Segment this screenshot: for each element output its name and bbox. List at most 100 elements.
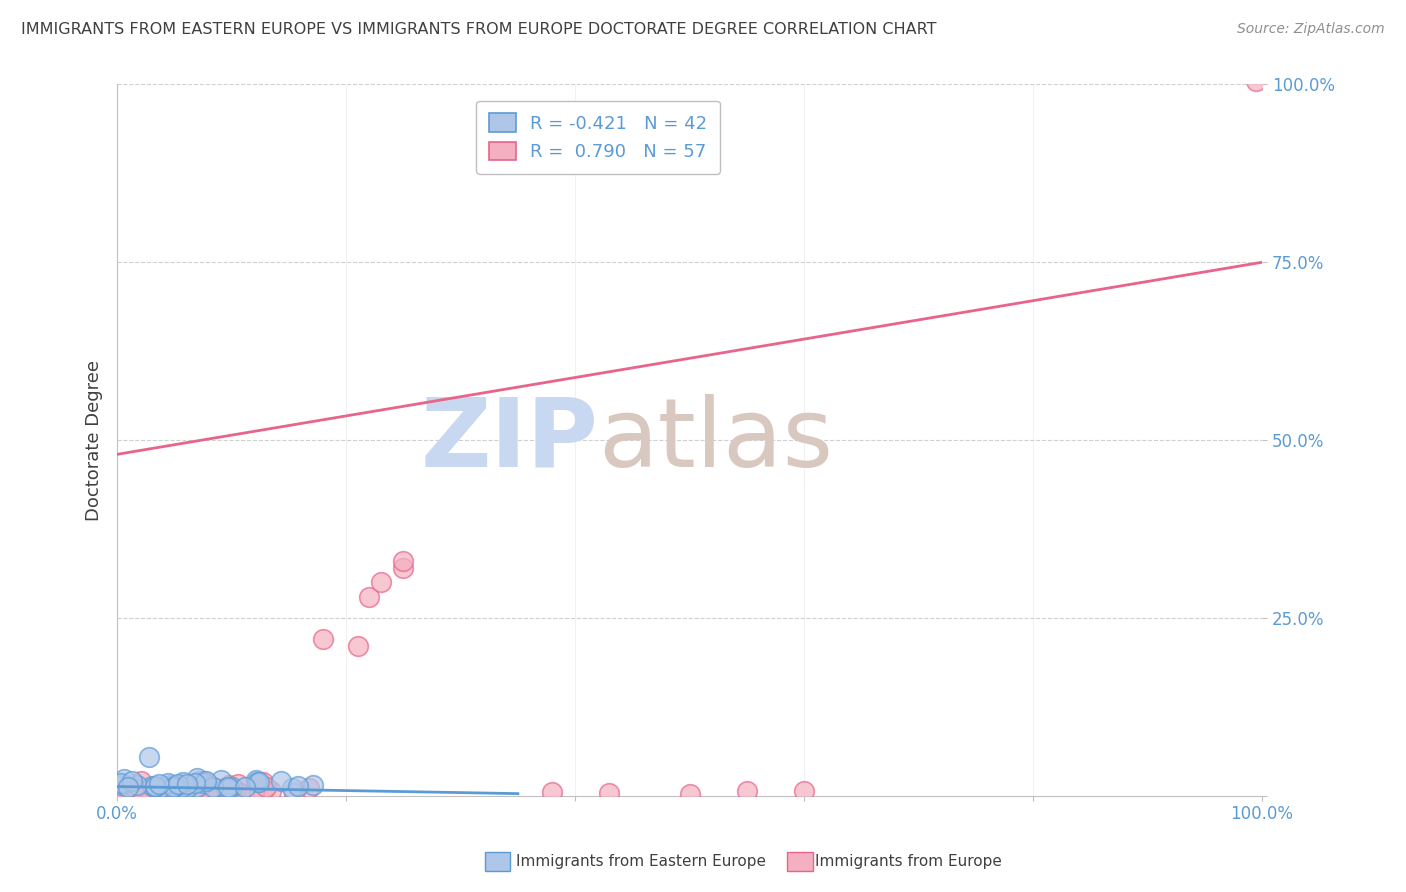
Point: [283, 786, 305, 800]
Point: [193, 774, 215, 789]
Point: [138, 749, 160, 764]
Point: [118, 785, 141, 799]
Point: [139, 785, 162, 799]
Legend: R = -0.421   N = 42, R =  0.790   N = 57: R = -0.421 N = 42, R = 0.790 N = 57: [477, 101, 720, 174]
Point: [127, 778, 149, 792]
Point: [165, 779, 187, 793]
Point: [217, 780, 239, 795]
Point: [243, 785, 266, 799]
Point: [298, 780, 321, 795]
Point: [159, 777, 181, 791]
Point: [678, 787, 700, 801]
Y-axis label: Doctorate Degree: Doctorate Degree: [86, 359, 103, 521]
Point: [110, 776, 132, 790]
Text: Source: ZipAtlas.com: Source: ZipAtlas.com: [1237, 22, 1385, 37]
Point: [114, 772, 136, 786]
Point: [112, 786, 135, 800]
Point: [186, 772, 208, 786]
Point: [148, 777, 170, 791]
Point: [245, 773, 267, 788]
Point: [193, 776, 215, 790]
Point: [129, 774, 152, 789]
Point: [392, 561, 415, 575]
Point: [143, 779, 166, 793]
Point: [124, 780, 146, 795]
Point: [215, 780, 238, 795]
Text: IMMIGRANTS FROM EASTERN EUROPE VS IMMIGRANTS FROM EUROPE DOCTORATE DEGREE CORREL: IMMIGRANTS FROM EASTERN EUROPE VS IMMIGR…: [21, 22, 936, 37]
Point: [541, 785, 564, 799]
Point: [346, 640, 368, 654]
Text: Immigrants from Eastern Europe: Immigrants from Eastern Europe: [516, 855, 766, 869]
Point: [115, 780, 138, 794]
Point: [150, 780, 173, 795]
Point: [218, 780, 240, 795]
Point: [205, 783, 228, 797]
Point: [252, 775, 274, 789]
Point: [270, 774, 292, 789]
Point: [188, 773, 211, 788]
Point: [172, 784, 194, 798]
Point: [176, 777, 198, 791]
Point: [218, 778, 240, 792]
Point: [209, 781, 232, 796]
Point: [186, 780, 208, 794]
Point: [160, 785, 183, 799]
Point: [259, 784, 281, 798]
Text: atlas: atlas: [598, 393, 834, 487]
Point: [172, 780, 194, 794]
Point: [195, 773, 218, 788]
Point: [598, 786, 620, 800]
Point: [129, 781, 152, 796]
Text: Immigrants from Europe: Immigrants from Europe: [815, 855, 1002, 869]
Point: [187, 787, 209, 801]
Point: [235, 780, 257, 794]
Point: [141, 779, 163, 793]
Point: [202, 780, 225, 794]
Point: [209, 773, 232, 788]
Point: [131, 784, 153, 798]
Point: [370, 575, 392, 590]
Point: [357, 590, 380, 604]
Point: [1246, 74, 1268, 88]
Point: [180, 785, 202, 799]
Point: [254, 780, 277, 795]
Point: [110, 778, 132, 792]
Point: [793, 784, 815, 798]
Point: [281, 781, 304, 796]
Point: [229, 786, 252, 800]
Point: [176, 780, 198, 794]
Point: [163, 780, 186, 794]
Point: [167, 777, 190, 791]
Point: [392, 554, 415, 568]
Point: [735, 784, 758, 798]
Point: [173, 785, 195, 799]
Point: [157, 775, 180, 789]
Point: [110, 784, 132, 798]
Point: [287, 779, 309, 793]
Point: [197, 786, 219, 800]
Point: [162, 780, 184, 794]
Point: [188, 779, 211, 793]
Point: [131, 784, 153, 798]
Point: [247, 775, 270, 789]
Point: [312, 632, 335, 647]
Point: [172, 774, 194, 789]
Point: [149, 780, 172, 795]
Point: [201, 784, 224, 798]
Point: [226, 777, 249, 791]
Point: [159, 785, 181, 799]
Point: [183, 776, 205, 790]
Point: [121, 773, 143, 788]
Point: [204, 780, 226, 795]
Point: [166, 781, 188, 796]
Point: [181, 783, 204, 797]
Point: [143, 780, 166, 794]
Point: [252, 787, 274, 801]
Point: [302, 778, 325, 792]
Point: [117, 780, 139, 794]
Point: [134, 784, 156, 798]
Point: [221, 780, 243, 795]
Point: [246, 775, 269, 789]
Point: [207, 785, 229, 799]
Text: ZIP: ZIP: [420, 393, 598, 487]
